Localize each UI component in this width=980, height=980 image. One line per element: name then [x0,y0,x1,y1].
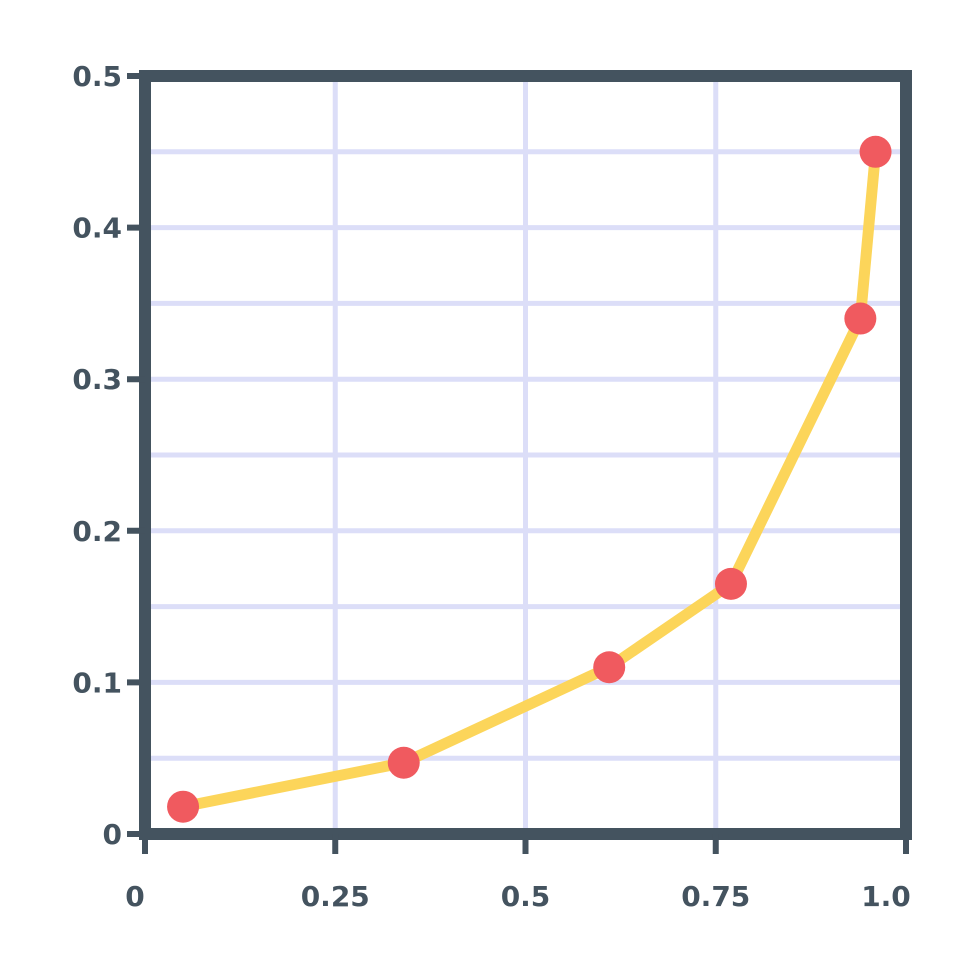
x-tick-label: 0 [125,880,144,913]
x-axis-ticks: 0 0.25 0.5 0.75 1.0 [125,834,911,913]
data-point [387,746,420,779]
y-tick-label: 0.4 [72,212,122,245]
data-point [714,567,747,600]
y-tick-label: 0 [103,818,122,851]
grid [145,76,906,834]
series-line [177,146,882,813]
y-tick-label: 0.3 [72,363,122,396]
data-point [593,651,626,684]
series [167,135,892,823]
y-tick-label: 0.1 [72,666,122,699]
y-axis-ticks: 0 0.1 0.2 0.3 0.4 0.5 [72,60,145,851]
x-tick-label: 1.0 [861,880,911,913]
data-point [167,790,200,823]
data-point [859,135,892,168]
y-tick-label: 0.5 [72,60,122,93]
data-point [844,302,877,335]
x-tick-label: 0.25 [301,880,370,913]
x-tick-label: 0.5 [501,880,551,913]
x-tick-label: 0.75 [681,880,750,913]
y-tick-label: 0.2 [72,515,122,548]
